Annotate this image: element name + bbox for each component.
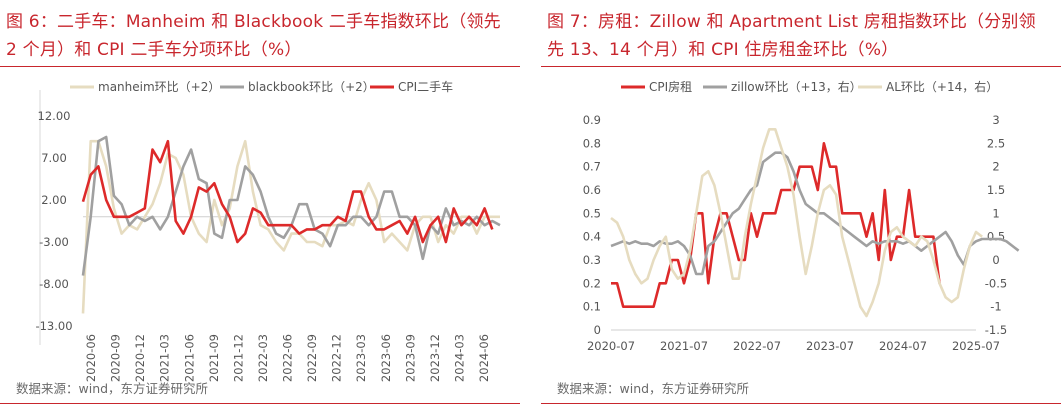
x-tick-label: 2023-12	[428, 334, 442, 382]
x-tick-label: 2021-12	[231, 334, 245, 382]
x-tick-label: 2020-12	[133, 334, 147, 382]
x-tick-label: 2024-03	[452, 334, 466, 382]
y-right-tick-label: 1	[992, 206, 999, 220]
x-tick-label: 2021-03	[158, 334, 172, 382]
chart-title-line-1: 图 7：房租：Zillow 和 Apartment List 房租指数环比（分别…	[547, 12, 1036, 32]
x-tick-label: 2023-07	[806, 339, 854, 353]
y-left-tick-label: 0.5	[583, 206, 601, 220]
x-tick-label: 2025-07	[952, 339, 1000, 353]
chart-title-line-1: 图 6：二手车：Manheim 和 Blackbook 二手车指数环比（领先	[6, 12, 501, 32]
y-tick-label: -8.00	[39, 277, 69, 291]
x-tick-label: 2022-06	[281, 334, 295, 382]
x-tick-label: 2021-09	[207, 334, 221, 382]
y-tick-label: 2.00	[41, 193, 67, 207]
y-left-tick-label: 0.8	[583, 136, 601, 150]
bottom-divider	[0, 403, 520, 404]
x-tick-label: 2021-06	[182, 334, 196, 382]
rent-line-chart: CPI房租 zillow环比（+13，右） AL环比（+14，右） 0.9 0.8 0.7…	[583, 79, 1020, 353]
y-right-tick-label: 0.5	[987, 230, 1005, 244]
legend-label: AL环比（+14，右）	[886, 79, 998, 94]
legend-label: blackbook环比（+2）	[248, 80, 375, 94]
y-right-tick-label: 1.5	[987, 183, 1005, 197]
source-note: 数据来源：wind，东方证券研究所	[557, 381, 750, 396]
x-tick-label: 2020-06	[84, 334, 98, 382]
x-tick-label: 2023-06	[379, 334, 393, 382]
series-line	[610, 151, 1020, 276]
series-line	[81, 139, 500, 314]
y-left-tick-label: 0.6	[583, 183, 601, 197]
x-tick-label: 2020-07	[587, 339, 635, 353]
y-tick-label: 12.00	[38, 109, 71, 123]
title-divider	[0, 66, 520, 67]
y-left-tick-label: 0.3	[583, 253, 601, 267]
source-note: 数据来源：wind，东方证券研究所	[16, 381, 209, 396]
y-left-tick-label: 0.7	[583, 160, 601, 174]
y-left-tick-label: 0.9	[583, 113, 601, 127]
y-left-tick-label: 0.1	[583, 300, 601, 314]
bottom-divider	[541, 403, 1061, 404]
chart-title: 图 6：二手车：Manheim 和 Blackbook 二手车指数环比（领先 2…	[6, 8, 511, 64]
x-tick-label: 2022-03	[256, 334, 270, 382]
legend-label: zillow环比（+13，右）	[731, 79, 862, 94]
y-left-tick-label: 0	[594, 323, 601, 337]
title-divider	[541, 66, 1061, 67]
legend-label: CPI二手车	[398, 79, 453, 94]
y-right-tick-label: 0	[992, 253, 999, 267]
chart-panel-rent: 图 7：房租：Zillow 和 Apartment List 房租指数环比（分别…	[541, 0, 1061, 410]
y-tick-label: 7.00	[41, 151, 67, 165]
x-tick-label: 2024-07	[879, 339, 927, 353]
series-line	[611, 142, 941, 309]
legend-label: manheim环比（+2）	[98, 80, 220, 94]
series-line	[81, 139, 494, 244]
y-right-tick-label: -1.5	[985, 323, 1007, 337]
y-tick-label: -3.00	[39, 235, 69, 249]
y-right-tick-label: -1	[990, 300, 1001, 314]
y-right-tick-label: 3	[992, 113, 999, 127]
chart-panel-used-cars: 图 6：二手车：Manheim 和 Blackbook 二手车指数环比（领先 2…	[0, 0, 520, 410]
x-tick-label: 2023-03	[354, 334, 368, 382]
y-tick-label: -13.00	[35, 319, 72, 333]
chart-title-line-2: 2 个月）和 CPI 二手车分项环比（%）	[6, 40, 302, 60]
chart-title-line-2: 先 13、14 个月）和 CPI 住房租金环比（%）	[547, 40, 899, 60]
x-tick-label: 2023-09	[403, 334, 417, 382]
x-tick-label: 2021-07	[660, 339, 708, 353]
y-right-tick-label: -0.5	[985, 276, 1007, 290]
y-left-tick-label: 0.2	[583, 276, 601, 290]
series-line	[610, 128, 983, 318]
x-tick-label: 2022-09	[305, 334, 319, 382]
y-left-tick-label: 0.4	[583, 230, 601, 244]
x-tick-label: 2024-06	[477, 334, 491, 382]
y-right-tick-label: 2	[992, 160, 999, 174]
legend-label: CPI房租	[649, 79, 692, 94]
x-tick-label: 2020-09	[109, 334, 123, 382]
x-tick-label: 2022-12	[330, 334, 344, 382]
used-car-line-chart: manheim环比（+2） blackbook环比（+2） CPI二手车 12.00 7…	[35, 79, 501, 382]
chart-title: 图 7：房租：Zillow 和 Apartment List 房租指数环比（分别…	[547, 8, 1052, 64]
y-right-tick-label: 2.5	[987, 136, 1005, 150]
x-tick-label: 2022-07	[733, 339, 781, 353]
